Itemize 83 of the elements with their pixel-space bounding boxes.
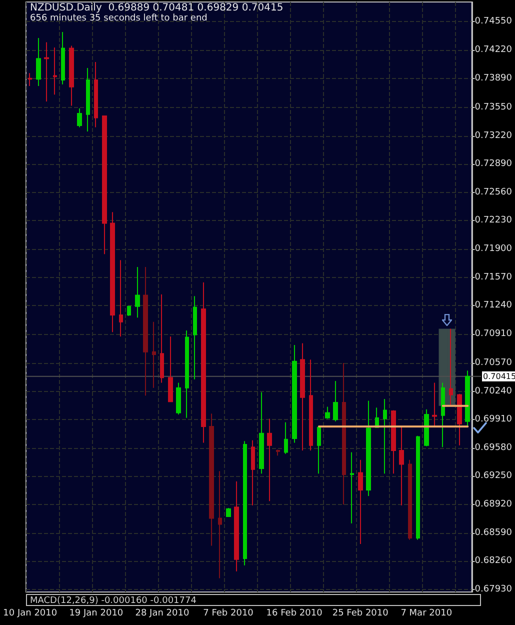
candlestick — [226, 507, 231, 518]
x-tick-label: 25 Feb 2010 — [332, 608, 389, 618]
candlestick — [441, 382, 445, 448]
x-tick-label: 7 Feb 2010 — [203, 608, 254, 618]
candlestick — [44, 42, 49, 102]
y-tick-label: 0.68920 — [474, 500, 512, 510]
y-tick-label: 0.71570 — [474, 272, 512, 282]
y-tick-label: 0.72560 — [474, 187, 512, 198]
candlestick — [193, 296, 197, 380]
candlestick — [333, 380, 338, 422]
candlestick — [135, 266, 140, 318]
candlestick — [209, 413, 214, 546]
candlestick — [424, 408, 429, 447]
y-tick-label: 0.67930 — [474, 584, 512, 594]
candlestick — [317, 425, 321, 474]
candlestick — [201, 282, 206, 444]
candlestick — [143, 266, 148, 396]
y-tick-label: 0.72890 — [474, 159, 512, 170]
candlestick — [61, 32, 65, 85]
candlestick — [259, 392, 264, 474]
y-tick-label: 0.68590 — [474, 528, 512, 538]
y-tick-label: 0.70910 — [474, 328, 512, 339]
chart-title: NZDUSD.Daily 0.69889 0.70481 0.69829 0.70415 — [30, 2, 284, 14]
candlestick — [119, 260, 123, 337]
candlestick — [276, 449, 280, 456]
candlestick — [110, 212, 115, 333]
candlestick — [102, 116, 107, 255]
candlestick — [300, 342, 305, 452]
candlestick — [267, 418, 272, 502]
x-tick-label: 28 Jan 2010 — [135, 608, 190, 618]
y-tick-label: 0.73550 — [474, 102, 512, 112]
candlestick — [309, 359, 313, 452]
x-tick-label: 10 Jan 2010 — [3, 608, 58, 618]
y-tick-label: 0.73220 — [474, 130, 512, 141]
candlestick — [36, 38, 41, 87]
text: 656 minutes 35 seconds left to bar end — [30, 14, 208, 24]
candlestick — [127, 306, 131, 316]
y-tick-label: 0.74220 — [474, 45, 512, 56]
y-tick-label: 0.72230 — [474, 216, 512, 226]
candlestick — [342, 362, 346, 506]
candlestick — [408, 459, 412, 540]
candlestick — [358, 459, 363, 544]
candlestick — [432, 382, 437, 427]
candlestick — [86, 68, 90, 132]
y-tick-label: 0.73890 — [474, 73, 512, 84]
candlestick — [251, 440, 255, 506]
candlestick — [28, 72, 32, 87]
x-tick-label: 19 Jan 2010 — [69, 608, 124, 618]
candlestick — [185, 330, 189, 418]
candlestick — [234, 480, 239, 572]
x-tick-label: 7 Mar 2010 — [400, 608, 452, 618]
y-tick-label: 0.74550 — [474, 16, 512, 27]
y-tick-label: 0.70240 — [474, 386, 512, 396]
candlestick — [325, 406, 330, 420]
text: MACD(12,26,9) -0.000160 -0.001774 — [26, 594, 481, 606]
candlestick — [168, 336, 173, 402]
candlestick — [391, 410, 396, 474]
candlestick — [416, 435, 420, 540]
y-tick-label: 0.71900 — [474, 244, 512, 254]
y-tick-label: 0.69580 — [474, 442, 512, 453]
candlestick — [53, 46, 57, 96]
y-tick-label: 0.71240 — [474, 300, 512, 311]
y-tick-label: 0.68260 — [474, 556, 512, 566]
candlestick — [160, 294, 164, 384]
candlestick — [284, 422, 288, 454]
candlestick — [366, 400, 371, 496]
candlestick — [152, 321, 156, 388]
candlestick — [218, 470, 222, 579]
candlestick — [350, 452, 354, 524]
y-tick-label: 0.69910 — [474, 414, 512, 425]
candlestick — [243, 440, 247, 566]
candlestick — [69, 45, 74, 106]
candlestick — [94, 62, 98, 128]
candlestick — [292, 344, 297, 444]
candlestick — [383, 398, 387, 474]
candlestick — [399, 425, 404, 506]
y-tick-label: 0.70570 — [474, 358, 512, 368]
candlestick — [457, 393, 462, 446]
candlestick — [465, 370, 470, 428]
candlestick — [176, 382, 181, 415]
y-tick-label: 0.69250 — [474, 471, 512, 482]
candlestick — [77, 108, 82, 128]
x-tick-label: 16 Feb 2010 — [266, 608, 323, 618]
